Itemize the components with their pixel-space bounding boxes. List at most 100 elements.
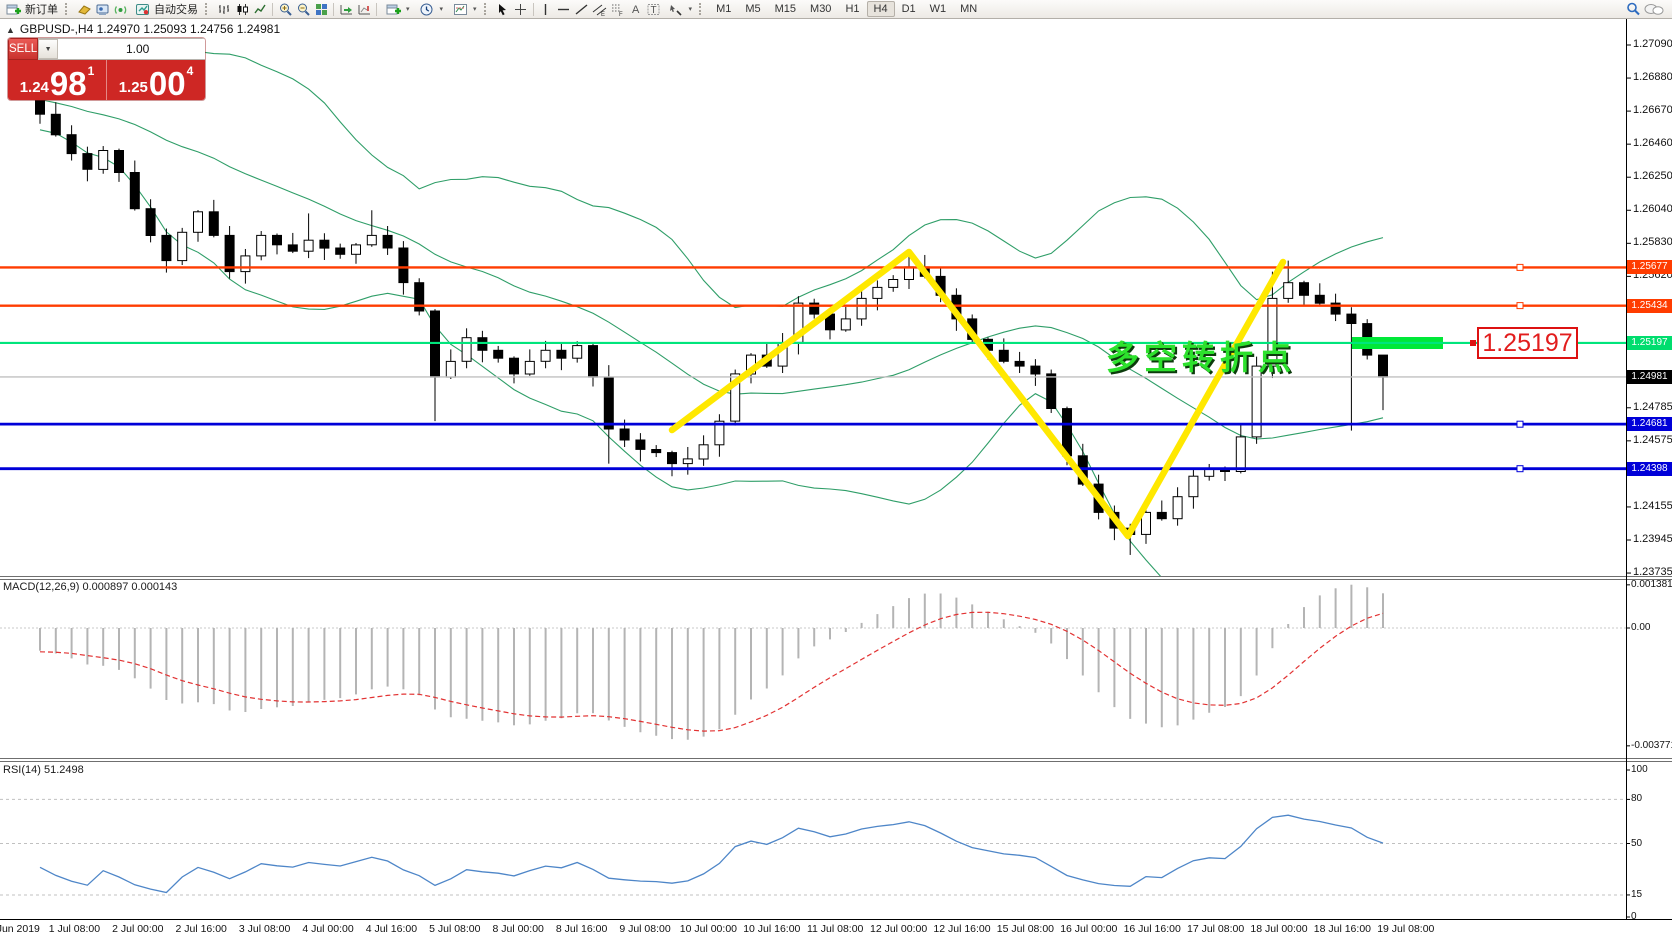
text-label-icon[interactable]: T — [645, 1, 663, 17]
chart-shift-icon[interactable] — [355, 1, 373, 17]
price-tick-label: 1.23945 — [1633, 532, 1672, 545]
volume-control: ▼ ▲ — [38, 38, 205, 60]
terminal-icon[interactable] — [93, 1, 111, 17]
search-icon[interactable] — [1624, 1, 1642, 17]
dropdown-caret-icon: ▾ — [406, 6, 410, 13]
sell-price-big: 98 — [49, 64, 87, 100]
sell-price-sup: 1 — [87, 64, 95, 78]
date-tick-label: 17 Jul 08:00 — [1186, 923, 1245, 935]
rsi-tick-label: 0 — [1631, 911, 1637, 922]
date-tick-label: 19 Jul 08:00 — [1377, 923, 1435, 935]
buy-price-main: 1.25 — [118, 79, 148, 96]
volume-decrease-button[interactable]: ▼ — [38, 39, 59, 59]
zoom-in-icon[interactable] — [276, 1, 294, 17]
date-tick-label: 3 Jul 08:00 — [238, 923, 291, 935]
date-tick-label: 5 Jul 08:00 — [429, 923, 481, 935]
trendline-icon[interactable] — [573, 1, 591, 17]
date-tick-label: 1 Jul 08:00 — [48, 923, 101, 935]
equidistant-channel-icon[interactable]: E — [591, 1, 609, 17]
date-tick-label: 15 Jul 08:00 — [996, 923, 1054, 935]
line-chart-icon[interactable] — [251, 1, 269, 17]
toolbar-separator — [376, 2, 377, 16]
timeframe-m30[interactable]: M30 — [810, 3, 832, 15]
date-tick-label: 10 Jul 16:00 — [743, 923, 801, 935]
new-order-icon — [4, 1, 22, 17]
price-tick-label: 1.25830 — [1633, 236, 1672, 249]
price-tick-label: 1.24785 — [1633, 400, 1672, 413]
price-tick-label: 1.26250 — [1633, 170, 1672, 183]
timeframe-h1[interactable]: H1 — [845, 3, 860, 15]
timeframe-h4[interactable]: H4 — [866, 1, 895, 17]
date-tick-label: 16 Jul 16:00 — [1123, 923, 1181, 935]
zoom-out-icon[interactable] — [294, 1, 312, 17]
crosshair-icon[interactable] — [512, 1, 530, 17]
price-tick-label: 1.26880 — [1633, 71, 1672, 84]
date-tick-label: 9 Jul 08:00 — [619, 923, 671, 935]
toolbar-separator — [272, 2, 273, 16]
new-order-button[interactable]: 新订单 — [0, 1, 62, 17]
buy-price[interactable]: 1.25 00 4 — [107, 60, 205, 100]
timeframe-m5[interactable]: M5 — [745, 3, 761, 15]
toolbar-grip — [699, 3, 706, 15]
cursor-icon[interactable] — [494, 1, 512, 17]
bollinger-bands — [39, 47, 1384, 576]
signals-icon[interactable] — [111, 1, 129, 17]
price-tick-label: 1.24575 — [1633, 433, 1672, 446]
bar-chart-icon[interactable] — [215, 1, 233, 17]
new-chart-button[interactable]: ▾ — [380, 1, 414, 17]
sell-price[interactable]: 1.24 98 1 — [8, 60, 107, 100]
timeframe-m1[interactable]: M1 — [716, 3, 732, 15]
chart-tool-yellow-icon[interactable] — [75, 1, 93, 17]
new-chart-icon — [384, 1, 402, 17]
autotrade-button[interactable]: 自动交易 — [129, 1, 202, 17]
price-line-badge: 1.25197 — [1627, 335, 1672, 350]
date-tick-label: 18 Jul 00:00 — [1250, 923, 1308, 935]
fibonacci-icon[interactable]: F — [609, 1, 627, 17]
tile-windows-icon[interactable] — [312, 1, 330, 17]
periods-button[interactable]: ▾ — [414, 1, 448, 17]
sell-button[interactable]: SELL — [8, 38, 39, 60]
volume-input[interactable] — [58, 39, 205, 59]
rsi-tick-label: 50 — [1631, 837, 1643, 849]
templates-button[interactable]: ▾ — [447, 1, 481, 17]
one-click-trading-panel: SELL ▼ ▲ BUY 1.24 98 1 1.25 00 4 — [8, 38, 205, 100]
date-tick-label: 18 Jul 16:00 — [1313, 923, 1371, 935]
flag-anchor — [1470, 340, 1476, 346]
text-icon[interactable]: A — [627, 1, 645, 17]
rsi-tick-label: 15 — [1631, 888, 1643, 900]
macd-tick-label: 0.00 — [1631, 622, 1651, 633]
macd-plot — [0, 584, 1626, 740]
vertical-line-icon[interactable] — [537, 1, 555, 17]
horizontal-line-icon[interactable] — [555, 1, 573, 17]
toolbar-separator — [333, 2, 334, 16]
auto-scroll-icon[interactable] — [337, 1, 355, 17]
arrows-button[interactable]: ▾ — [663, 1, 697, 17]
timeframe-d1[interactable]: D1 — [901, 3, 916, 15]
date-tick-label: 8 Jul 16:00 — [555, 923, 608, 935]
collapse-arrow-icon[interactable]: ▲ — [6, 25, 15, 35]
dropdown-caret-icon: ▾ — [473, 6, 477, 13]
rsi-tick-label: 100 — [1631, 764, 1648, 775]
timeframe-w1[interactable]: W1 — [929, 3, 947, 15]
toolbar-separator — [532, 2, 534, 16]
periods-clock-icon — [418, 1, 436, 17]
chat-icon[interactable] — [1642, 1, 1666, 17]
candlestick-chart-icon[interactable] — [233, 1, 251, 17]
price-line-badge: 1.24398 — [1627, 461, 1672, 476]
rsi-plot — [0, 798, 1626, 896]
price-flag-label: 1.25197 — [1477, 327, 1578, 359]
svg-text:E: E — [601, 12, 605, 17]
macd-indicator-label: MACD(12,26,9) 0.000897 0.000143 — [3, 581, 178, 593]
rsi-indicator-label: RSI(14) 51.2498 — [3, 764, 84, 776]
timeframe-bar: M1 M5 M15 M30 H1 H4 D1 W1 MN — [709, 1, 984, 17]
date-tick-label: 12 Jul 00:00 — [869, 923, 928, 935]
toolbar-grip — [205, 3, 212, 15]
arrows-icon — [667, 1, 685, 17]
price-tick-label: 1.24155 — [1633, 499, 1672, 512]
toolbar-grip — [65, 3, 72, 15]
trade-prices-row: 1.24 98 1 1.25 00 4 — [8, 60, 205, 100]
timeframe-mn[interactable]: MN — [960, 3, 978, 15]
timeframe-m15[interactable]: M15 — [774, 3, 797, 15]
date-tick-label: 16 Jul 00:00 — [1060, 923, 1118, 935]
